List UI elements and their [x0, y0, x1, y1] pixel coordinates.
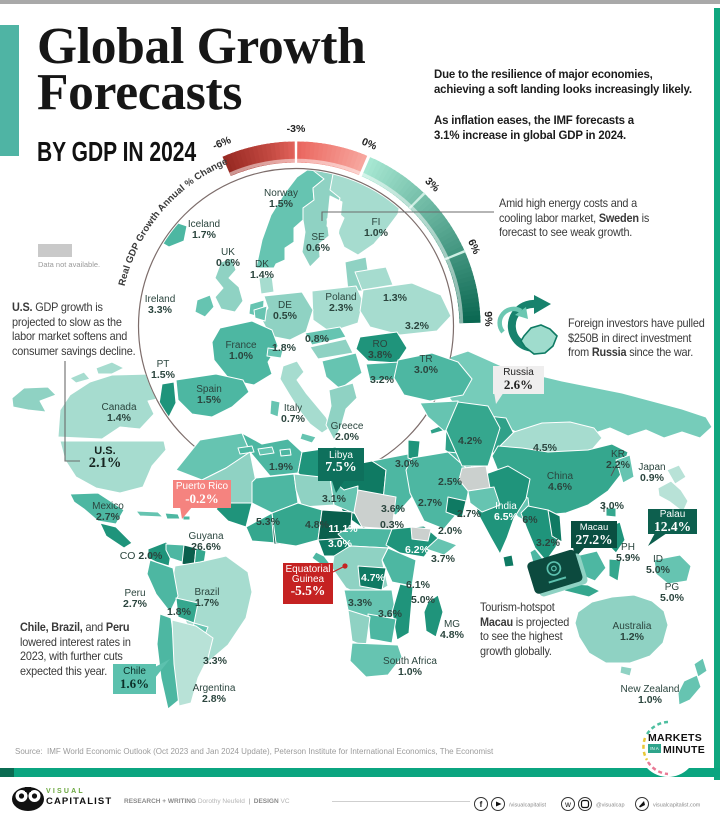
svg-text:f: f — [480, 800, 483, 809]
svg-text:-3%: -3% — [287, 123, 306, 135]
svg-text:/visualcapitalist: /visualcapitalist — [509, 803, 546, 809]
svg-text:w: w — [564, 800, 571, 809]
svg-text:9%: 9% — [482, 311, 495, 327]
svg-text:0%: 0% — [360, 136, 379, 153]
svg-text:3%: 3% — [422, 175, 442, 195]
svg-text:6%: 6% — [465, 237, 482, 256]
svg-text:visualcapitalist.com: visualcapitalist.com — [653, 803, 701, 809]
svg-text:@visualcap: @visualcap — [596, 803, 625, 809]
svg-text:-6%: -6% — [211, 134, 233, 152]
